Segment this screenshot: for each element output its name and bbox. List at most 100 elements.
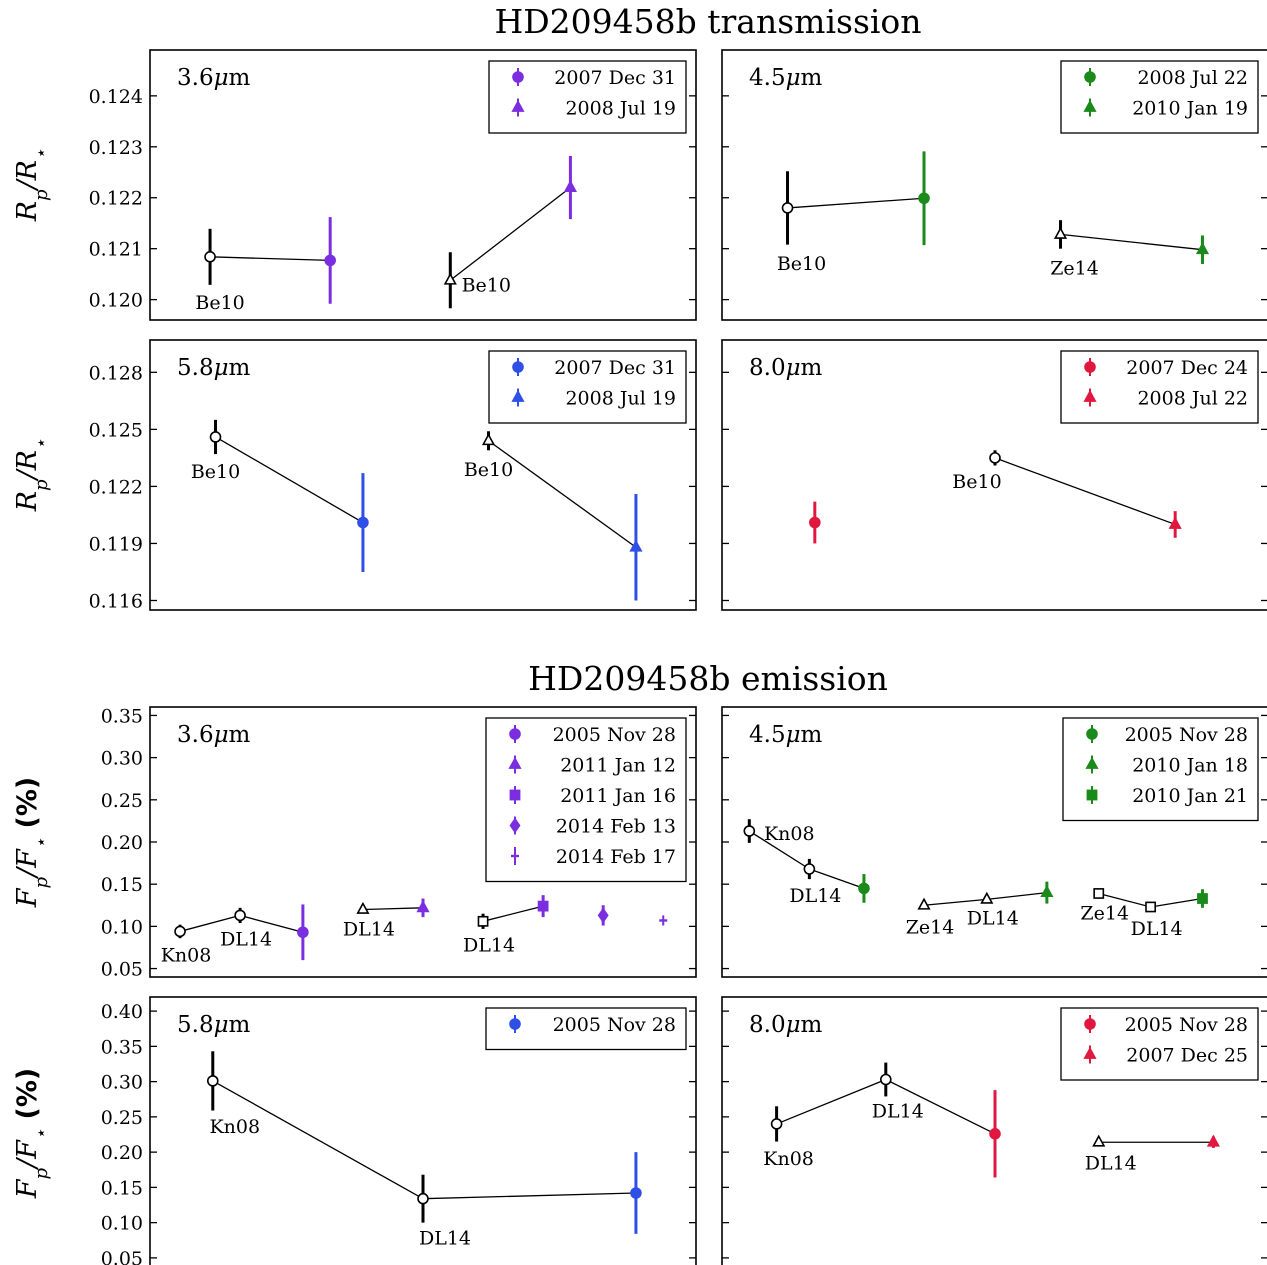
point-annotation: Kn08 — [763, 1148, 814, 1170]
data-point-1 — [234, 909, 246, 922]
chart-panel-transmission-right-1: 4.5μm Be10 Ze14 2008 Jul 22 2010 Jan 19 — [721, 49, 1267, 321]
data-point-7 — [597, 907, 609, 924]
y-tick-label: 0.30 — [101, 1072, 143, 1094]
y-tick-label: 0.120 — [89, 290, 143, 312]
data-point-1 — [417, 1192, 429, 1205]
legend-marker-square — [509, 789, 521, 801]
y-tick-label: 0.05 — [101, 1248, 143, 1265]
panel-wavelength-label: 3.6μm — [177, 722, 251, 748]
data-point-4 — [1206, 1134, 1220, 1147]
legend: 2005 Nov 28 2010 Jan 18 2010 Jan 21 — [1062, 717, 1259, 822]
connector-line — [210, 256, 331, 262]
data-point-3 — [917, 897, 931, 910]
connector-line — [776, 1078, 887, 1125]
data-point-5 — [477, 915, 489, 927]
connector-line — [422, 1192, 636, 1200]
connector-line — [482, 905, 544, 922]
legend-entry-label: 2005 Nov 28 — [1125, 724, 1248, 746]
y-tick-label: 0.25 — [101, 1107, 143, 1129]
connector-line — [923, 898, 987, 906]
data-point-0 — [809, 516, 821, 529]
legend-marker-triangle — [511, 389, 525, 402]
y-tick-label: 0.116 — [89, 590, 143, 612]
legend-entry-label: 2007 Dec 31 — [554, 357, 676, 379]
plot-frame — [149, 339, 697, 611]
y-tick-label: 0.15 — [101, 1177, 143, 1199]
data-point-4 — [416, 900, 430, 913]
panel-wavelength-label: 5.8μm — [177, 1012, 251, 1038]
chart-panel-transmission-right-3: 8.0μm Be10 2007 Dec 24 2008 Jul 22 — [721, 339, 1267, 611]
y-tick-label: 0.122 — [89, 476, 143, 498]
legend: 2007 Dec 24 2008 Jul 22 — [1060, 350, 1259, 424]
y-tick-label: 0.128 — [89, 362, 143, 384]
legend-entry-label: 2010 Jan 19 — [1132, 98, 1248, 120]
plot-frame — [149, 49, 697, 321]
data-point-1 — [879, 1073, 892, 1086]
legend-marker-triangle — [1083, 1046, 1097, 1059]
data-point-3 — [629, 539, 643, 552]
point-annotation: DL14 — [463, 934, 515, 956]
point-annotation: Be10 — [777, 253, 826, 275]
data-point-0 — [174, 925, 186, 938]
point-annotation: Be10 — [191, 461, 240, 483]
point-annotation: DL14 — [872, 1101, 924, 1123]
y-tick-label: 0.123 — [89, 137, 143, 159]
legend-marker-circle — [1086, 728, 1098, 740]
point-annotation: DL14 — [1085, 1152, 1137, 1174]
data-point-0 — [204, 251, 216, 263]
legend: 2005 Nov 28 2011 Jan 12 2011 Jan 16 2014 Fe… — [485, 717, 687, 883]
chart-panel-emission-left-4: 0.05 0.10 0.15 0.20 0.25 0.30 0.35 3.6μm Kn08 DL1… — [101, 705, 697, 981]
data-point-6 — [1093, 888, 1105, 899]
legend-entry-label: 2005 Nov 28 — [553, 724, 676, 746]
legend-entry-label: 2005 Nov 28 — [553, 1014, 676, 1036]
legend-entry-label: 2007 Dec 31 — [554, 67, 676, 89]
y-tick-label: 0.10 — [101, 1213, 143, 1235]
plot-frame — [149, 996, 697, 1265]
legend: 2005 Nov 28 — [485, 1007, 687, 1051]
point-annotation: DL14 — [789, 885, 841, 907]
data-point-2 — [989, 1127, 1001, 1140]
chart-panel-transmission-left-0: 0.120 0.121 0.122 0.123 0.124 3.6μm Be10 Be10 20… — [89, 49, 697, 321]
connector-line — [215, 436, 364, 524]
panel-wavelength-label: 8.0μm — [749, 355, 823, 381]
legend-entry-label: 2005 Nov 28 — [1125, 1014, 1248, 1036]
legend-marker-triangle — [511, 99, 525, 112]
data-point-3 — [1092, 1134, 1106, 1147]
ylabel-transmission-bottom: Rp/R⋆ — [12, 439, 52, 513]
y-tick-label: 0.122 — [89, 188, 143, 210]
connector-line — [449, 187, 571, 281]
point-annotation: Kn08 — [209, 1116, 260, 1138]
connector-line — [994, 457, 1176, 526]
point-annotation: DL14 — [1131, 918, 1183, 940]
y-tick-label: 0.30 — [101, 748, 143, 770]
connector-line — [362, 907, 424, 911]
chart-panel-transmission-left-2: 0.116 0.119 0.122 0.125 0.128 5.8μm Be10 Be10 20… — [89, 339, 697, 612]
data-point-1 — [989, 452, 1001, 464]
y-tick-label: 0.20 — [101, 832, 143, 854]
y-tick-label: 0.35 — [101, 705, 143, 727]
data-point-2 — [1168, 516, 1182, 529]
data-point-5 — [1040, 884, 1054, 898]
legend-entry-label: 2011 Jan 16 — [560, 785, 676, 807]
legend-box — [485, 1007, 687, 1051]
legend-marker-circle — [512, 71, 524, 83]
legend-marker-triangle — [1083, 99, 1097, 112]
y-tick-label: 0.124 — [89, 86, 143, 108]
transmission-title: HD209458b transmission — [494, 2, 921, 41]
data-point-7 — [1145, 901, 1157, 913]
legend: 2007 Dec 31 2008 Jul 19 — [488, 60, 687, 134]
data-point-0 — [206, 1075, 219, 1087]
legend-entry-label: 2010 Jan 18 — [1132, 755, 1248, 777]
connector-line — [809, 868, 865, 890]
point-annotation: Ze14 — [1050, 257, 1099, 279]
legend-entry-label: 2007 Dec 25 — [1126, 1045, 1248, 1067]
data-point-2 — [481, 433, 496, 446]
point-annotation: DL14 — [343, 919, 395, 941]
legend-marker-circle — [512, 361, 524, 373]
connector-line — [986, 891, 1047, 901]
legend-entry-label: 2014 Feb 17 — [556, 846, 676, 868]
legend: 2005 Nov 28 2007 Dec 25 — [1060, 1007, 1259, 1081]
data-point-4 — [980, 891, 994, 904]
data-point-0 — [770, 1118, 783, 1130]
legend-entry-label: 2014 Feb 13 — [556, 816, 676, 838]
